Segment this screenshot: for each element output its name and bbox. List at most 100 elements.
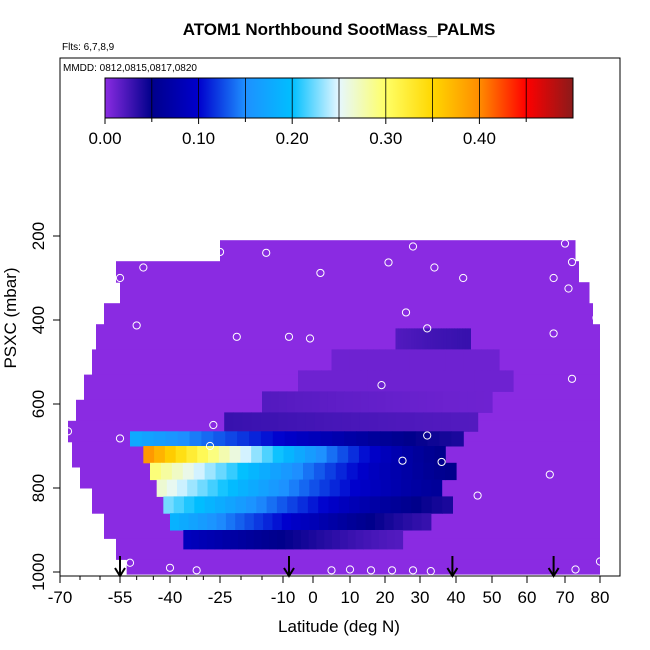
- heatmap-cell: [308, 431, 321, 447]
- heatmap-cell: [309, 513, 320, 531]
- heatmap-cell: [435, 328, 439, 350]
- heatmap-cell: [229, 446, 241, 464]
- heatmap-cell: [296, 431, 310, 447]
- heatmap-cell: [253, 513, 264, 531]
- heatmap-cell: [505, 370, 514, 392]
- heatmap-cell: [171, 462, 184, 481]
- heatmap-cell: [474, 370, 483, 392]
- heatmap-cell: [188, 513, 199, 531]
- heatmap-cell: [154, 446, 166, 464]
- heatmap-cell: [391, 349, 398, 371]
- heatmap-cell: [327, 391, 337, 413]
- heatmap-cell: [261, 446, 274, 464]
- heatmap-cell: [459, 370, 468, 392]
- sample-marker: [139, 263, 148, 272]
- heatmap-cell: [276, 496, 288, 514]
- x-tick-label: 30: [411, 588, 430, 607]
- heatmap-cell: [451, 328, 455, 350]
- heatmap-cell: [270, 391, 280, 413]
- heatmap-cell: [360, 391, 370, 413]
- sample-marker: [567, 374, 577, 383]
- heatmap-cell: [411, 328, 415, 350]
- heatmap-cell: [387, 412, 397, 432]
- heatmap-cell: [379, 431, 393, 447]
- flight-arrow-head: [283, 567, 295, 578]
- heatmap-cell: [198, 530, 208, 550]
- heatmap-cell: [454, 328, 458, 350]
- heatmap-cell: [300, 530, 310, 550]
- heatmap-cell: [344, 431, 357, 447]
- heatmap-cell: [418, 391, 427, 413]
- heatmap-cell: [235, 513, 246, 531]
- heatmap-cell: [409, 391, 419, 413]
- heatmap-cell: [263, 513, 274, 531]
- heatmap-cell: [259, 462, 271, 481]
- heatmap-cell: [423, 462, 435, 481]
- heatmap-cell: [350, 412, 361, 432]
- heatmap-cell: [397, 370, 407, 392]
- heatmap-cell: [423, 412, 433, 432]
- heatmap-cell: [329, 479, 341, 497]
- heatmap-cell: [225, 513, 236, 531]
- heatmap-cell: [367, 349, 374, 371]
- heatmap-cell: [227, 479, 239, 497]
- heatmap-cell: [468, 412, 479, 432]
- heatmap-cell: [449, 328, 453, 350]
- x-tick-label: 70: [556, 588, 575, 607]
- x-tick-label: -55: [108, 588, 133, 607]
- heatmap-cell: [463, 349, 470, 371]
- sample-marker: [115, 273, 125, 283]
- heatmap-cell: [493, 349, 500, 371]
- heatmap-cell: [286, 391, 296, 413]
- heatmap-cell: [446, 328, 450, 350]
- heatmap-cell: [300, 513, 311, 531]
- heatmap-cell: [201, 431, 214, 447]
- dates-label: MMDD: 0812,0815,0817,0820: [63, 63, 197, 74]
- heatmap-cell: [179, 513, 190, 531]
- heatmap-cell: [160, 462, 173, 481]
- heatmap-domain-row: [120, 282, 590, 304]
- heatmap-cell: [489, 370, 499, 392]
- heatmap-cell: [439, 349, 446, 371]
- sample-markers: [63, 239, 605, 576]
- heatmap-cell: [183, 496, 195, 514]
- sample-marker: [473, 491, 482, 500]
- heatmap-cell: [377, 391, 386, 413]
- heatmap-cell: [272, 513, 283, 531]
- sample-marker: [63, 427, 73, 436]
- heatmap-cell: [402, 513, 413, 531]
- heatmap-cell: [226, 462, 239, 481]
- sample-marker: [459, 273, 468, 283]
- heatmap-cell: [385, 349, 392, 371]
- heatmap-cell: [338, 496, 350, 514]
- heatmap-cell: [281, 462, 293, 481]
- heatmap-cell: [218, 446, 231, 464]
- flight-arrows: [114, 556, 560, 578]
- colorbar-tick-label: 0.40: [463, 129, 496, 148]
- sample-marker: [426, 567, 435, 576]
- heatmap-cell: [258, 479, 270, 497]
- x-tick-label: 10: [341, 588, 360, 607]
- heatmap-cell: [379, 349, 386, 371]
- flight-arrow-head: [446, 567, 459, 578]
- heatmap-cell: [459, 391, 468, 413]
- heatmap-domain-row: [96, 324, 600, 350]
- heatmap-cell: [313, 370, 322, 392]
- heatmap-cell: [385, 391, 395, 413]
- sample-marker: [401, 308, 411, 317]
- heatmap-cell: [284, 431, 298, 447]
- heatmap-cell: [432, 328, 437, 350]
- heatmap-cell: [371, 530, 380, 550]
- heatmap-cell: [326, 446, 338, 464]
- colorbar-tick-label: 0.20: [276, 129, 309, 148]
- heatmap-cell: [328, 513, 339, 531]
- heatmap-cell: [467, 391, 477, 413]
- heatmap-cell: [445, 462, 457, 481]
- heatmap-cell: [380, 479, 392, 497]
- heatmap-cell: [266, 496, 278, 514]
- heatmap-cell: [262, 391, 271, 413]
- heatmap-cell: [237, 462, 249, 481]
- sample-marker: [549, 273, 558, 283]
- heatmap-cell: [412, 513, 423, 531]
- heatmap-cell: [348, 446, 360, 464]
